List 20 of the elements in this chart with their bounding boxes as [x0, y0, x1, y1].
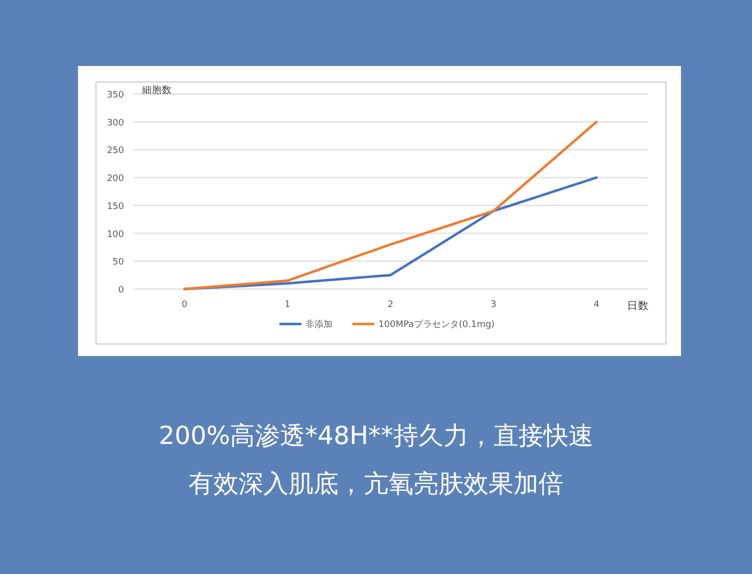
text: 有效深入肌底，亢氧亮肤效果加倍 — [188, 469, 564, 498]
y-tick-label: 100 — [106, 230, 124, 240]
x-tick-label: 4 — [594, 300, 600, 310]
x-tick-label: 3 — [490, 300, 496, 310]
x-tick-label: 1 — [284, 300, 290, 310]
x-tick-label: 2 — [388, 300, 394, 310]
legend-label: 非添加 — [305, 319, 332, 330]
y-tick-label: 250 — [106, 146, 124, 156]
x-tick-label: 0 — [182, 300, 188, 310]
x-axis-title: 日数 — [627, 300, 649, 312]
y-axis-title: 細胞数 — [141, 84, 172, 96]
y-tick-label: 300 — [106, 118, 124, 128]
legend-label: 100MPaプラセンタ(0.1mg) — [378, 319, 495, 330]
y-tick-label: 150 — [106, 202, 124, 212]
y-tick-label: 50 — [112, 258, 124, 268]
text: 200%高渗透*48H**持久力，直接快速 — [158, 421, 594, 450]
y-tick-label: 0 — [118, 286, 124, 296]
y-tick-label: 350 — [106, 90, 124, 100]
y-tick-label: 200 — [106, 174, 124, 184]
line-series — [183, 120, 598, 290]
